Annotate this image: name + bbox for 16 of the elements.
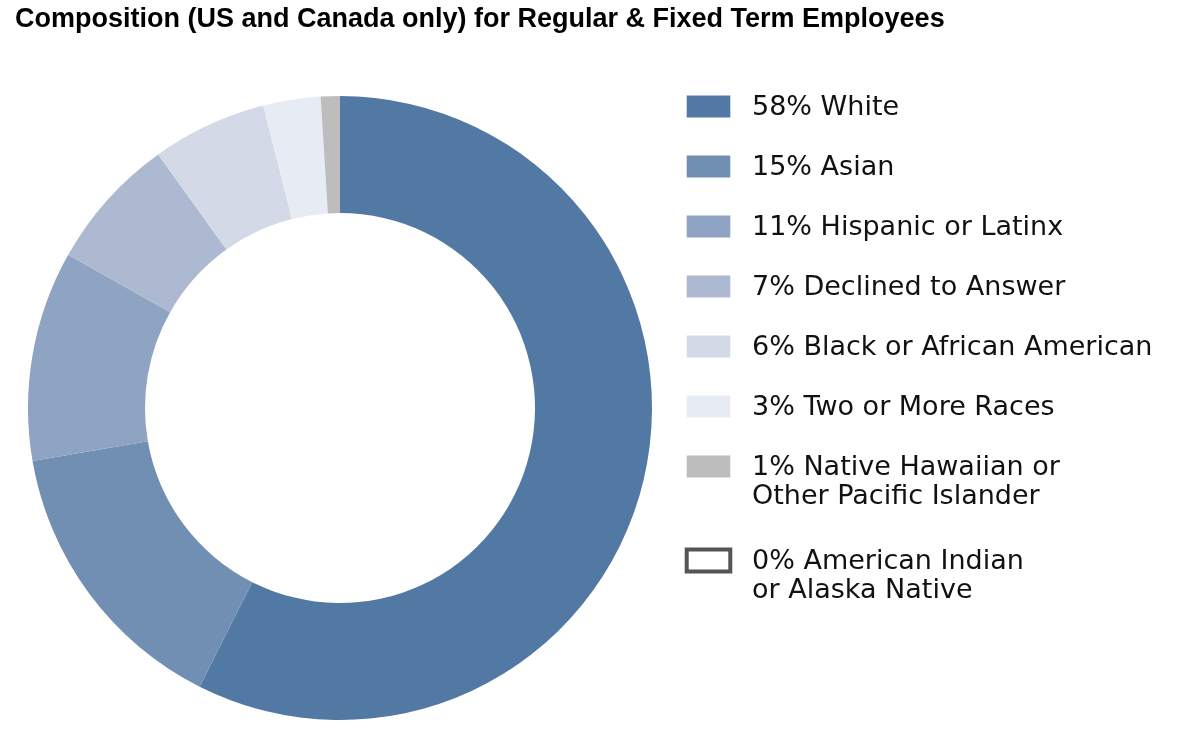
legend-label: 1% Native Hawaiian or Other Pacific Islander [752,449,1061,510]
donut-slice [68,154,227,313]
legend-label: 6% Black or African American [752,329,1153,361]
donut-slice [28,254,171,462]
chart-title: Composition (US and Canada only) for Regular & Fixed Term Employees [15,3,945,33]
legend-label: 7% Declined to Answer [752,269,1067,301]
legend-label: 3% Two or More Races [752,389,1055,421]
donut-slice [199,96,652,720]
legend-label: 58% White [752,89,900,121]
legend-label: 0% American Indian or Alaska Native [752,543,1024,604]
donut-slice [263,96,328,220]
legend-label: 11% Hispanic or Latinx [752,209,1064,241]
donut-slice [158,105,292,250]
legend-label: 15% Asian [752,149,895,181]
donut-slice [32,441,253,687]
donut-slice [320,96,340,214]
